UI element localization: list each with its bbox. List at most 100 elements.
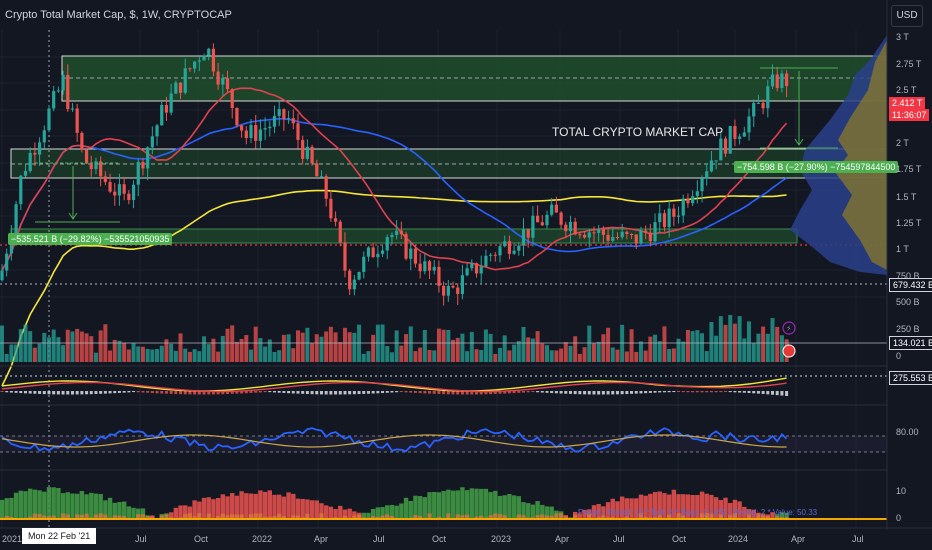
volume-bar (192, 349, 197, 362)
power-bar (328, 506, 334, 519)
macd-hist-bar (338, 391, 342, 395)
candle-body (376, 253, 380, 258)
power-bar (342, 509, 348, 519)
candle-body (531, 215, 535, 238)
power-bar (436, 492, 442, 519)
volume-bar (770, 318, 775, 362)
candle-body (535, 215, 540, 223)
volume-bar (700, 333, 705, 362)
rsi-line (1, 427, 788, 453)
candle-body (507, 241, 512, 254)
power-bar (751, 509, 756, 519)
volume-bar (65, 329, 70, 362)
volume-bar (324, 331, 329, 362)
candle-body (733, 126, 737, 139)
candle-body (601, 229, 605, 235)
volume-bar (620, 324, 625, 362)
volume-bar (108, 350, 113, 362)
macd-hist-bar (348, 391, 352, 395)
candle-body (221, 78, 225, 85)
volume-bar (662, 326, 667, 362)
macd-hist-bar (700, 391, 704, 393)
power-bar-overlap (65, 514, 70, 519)
candle-body (540, 222, 544, 226)
power-bar (629, 498, 634, 519)
candle-body (169, 93, 173, 113)
power-bar-overlap (549, 515, 554, 519)
macd-hist-bar (611, 391, 615, 395)
macd-hist-bar (150, 391, 154, 394)
power-bar (681, 494, 686, 519)
power-bar (695, 495, 700, 519)
macd-hist-bar (766, 391, 770, 395)
price-label: 2.75 T (896, 59, 922, 69)
power-bar-overlap (37, 513, 42, 519)
volume-bar (361, 353, 366, 362)
flag-icon[interactable] (782, 344, 796, 358)
power-bar (375, 507, 381, 519)
candle-body (404, 234, 408, 259)
macd-hist-bar (484, 391, 488, 395)
macd-hist-bar (662, 391, 666, 393)
candle-body (719, 138, 723, 161)
power-bar-overlap (535, 515, 540, 519)
lightning-icon[interactable] (782, 321, 796, 335)
symbol-header[interactable]: Crypto Total Market Cap, $, 1W, CRYPTOCA… (5, 9, 232, 21)
volume-bar (559, 348, 564, 362)
power-bar-overlap (319, 513, 324, 519)
currency-button[interactable]: USD (891, 5, 923, 27)
candle-body (188, 68, 192, 70)
macd-hist-bar (66, 391, 70, 395)
power-bar-overlap (657, 515, 662, 519)
candle-body (559, 212, 563, 225)
power-bar-overlap (572, 514, 578, 519)
power-bar-overlap (291, 515, 296, 519)
candle-body (80, 132, 84, 150)
power-bar (197, 501, 202, 519)
macd-hist-bar (117, 391, 121, 393)
macd-hist-bar (653, 391, 657, 393)
volume-bar (131, 343, 136, 362)
macd-hist-bar (630, 391, 634, 394)
ma-yellow-line (1, 189, 787, 387)
candle-body (503, 241, 507, 247)
power-bar-overlap (258, 513, 263, 519)
power-bar (239, 491, 244, 519)
ma-level-tag: 679.432 B (889, 278, 932, 292)
volume-bar (629, 329, 634, 362)
candle-body (324, 176, 328, 199)
volume-bar (681, 341, 686, 362)
volume-bar (601, 334, 606, 362)
volume-bar (606, 327, 611, 362)
time-label: 2022 (252, 534, 273, 544)
power-bar-overlap (356, 514, 362, 519)
candle-body (19, 175, 23, 205)
candle-body (343, 242, 347, 271)
power-bar-overlap (638, 513, 644, 519)
power-bar (13, 492, 19, 519)
candle-body (338, 221, 342, 243)
candle-body (648, 232, 652, 242)
candle-body (329, 198, 333, 219)
macd-hist-bar (334, 391, 338, 395)
power-bar-overlap (765, 516, 771, 519)
macd-hist-bar (728, 391, 732, 393)
volume-bar (61, 345, 66, 362)
power-bar-overlap (587, 513, 592, 519)
power-bar (657, 491, 662, 519)
power-bar (577, 513, 583, 519)
candle-body (728, 126, 732, 154)
volume-bar (9, 344, 14, 362)
volume-bar (596, 341, 601, 362)
candle-body (756, 102, 761, 104)
macd-hist-bar (216, 391, 220, 395)
measure-left-label: −535.521 B (−29.82%) −535521050935 (8, 233, 173, 245)
ma-blue-line (1, 117, 788, 271)
power-bar-overlap (248, 514, 254, 519)
power-bar (352, 511, 357, 519)
candle-body (258, 129, 263, 141)
macd-hist-bar (695, 391, 699, 393)
macd-hist-bar (258, 391, 262, 393)
candle-body (61, 74, 65, 91)
